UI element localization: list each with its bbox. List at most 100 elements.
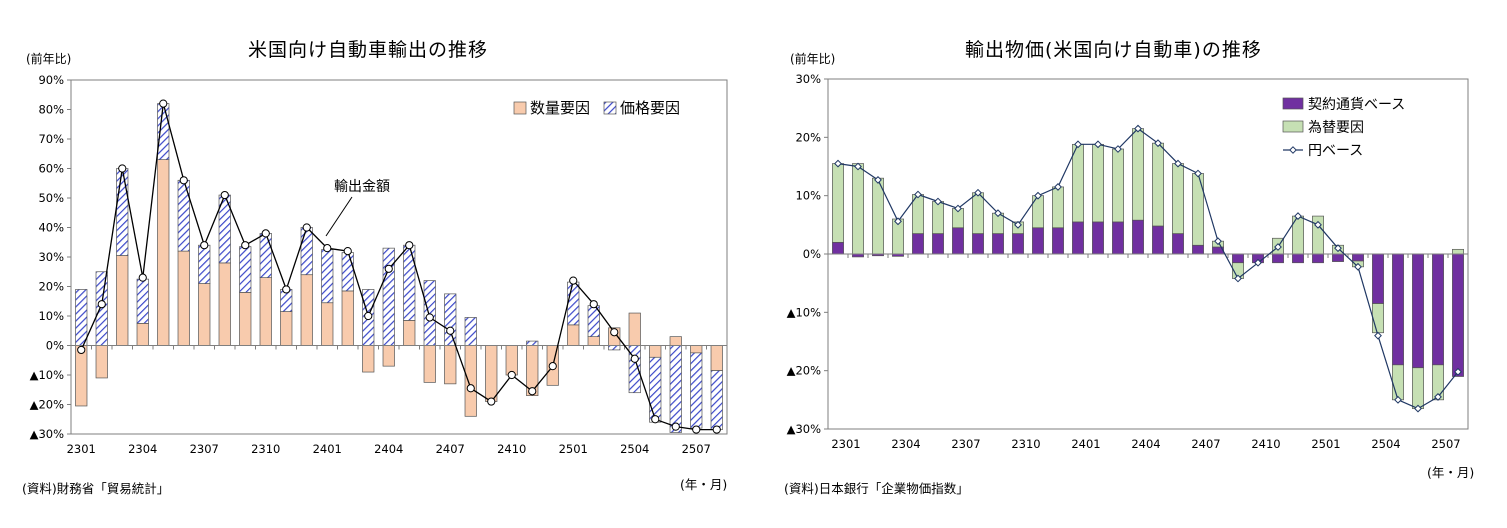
y-tick-label: 30% [795, 72, 821, 86]
y-tick-label: 40% [38, 221, 64, 235]
line-point [1094, 140, 1102, 149]
line-輸出金額 [80, 103, 717, 431]
bar-為替要因 [1172, 163, 1184, 234]
bar-数量要因 [669, 336, 682, 346]
line-point [241, 241, 250, 250]
line-point [994, 209, 1002, 218]
bar-契約通貨ベース [1232, 253, 1244, 264]
line-point [1394, 395, 1402, 404]
y-tick-label: 30% [38, 250, 64, 264]
bar-価格要因 [403, 244, 416, 321]
line-point [425, 313, 434, 322]
bar-契約通貨ベース [1272, 253, 1284, 264]
legend-label: 数量要因 [530, 99, 590, 117]
bar-契約通貨ベース [1312, 253, 1324, 264]
x-tick-label: 2304 [891, 437, 920, 451]
line-point [854, 162, 862, 171]
x-tick-label: 2301 [67, 442, 96, 456]
bar-契約通貨ベース [1412, 253, 1424, 369]
bar-契約通貨ベース [1372, 253, 1384, 304]
line-point [712, 425, 721, 434]
line-point [323, 244, 332, 253]
bar-契約通貨ベース [832, 241, 844, 255]
line-point [589, 300, 598, 309]
bar-契約通貨ベース [1112, 221, 1124, 255]
bar-数量要因 [95, 345, 108, 379]
line-point [1414, 404, 1422, 413]
x-tick-label: 2501 [559, 442, 588, 456]
bar-契約通貨ベース [1292, 253, 1304, 264]
x-tick-label: 2501 [1311, 437, 1340, 451]
bar-価格要因 [259, 233, 272, 278]
bar-為替要因 [852, 163, 864, 255]
bar-契約通貨ベース [1452, 253, 1464, 377]
bar-為替要因 [1092, 143, 1104, 223]
y-tick-label: 20% [38, 280, 64, 294]
bar-数量要因 [403, 320, 416, 346]
legend-swatch [603, 101, 617, 115]
bar-為替要因 [1412, 367, 1424, 409]
y-tick-label: 90% [38, 73, 64, 87]
x-tick-label: 2304 [128, 442, 157, 456]
bar-為替要因 [932, 201, 944, 234]
bar-価格要因 [649, 356, 662, 423]
bar-為替要因 [1052, 186, 1064, 229]
export-price-chart: 30% 20% 10% 0% ▲10% ▲20% ▲30% 2301 2304 2307 2310 2… [787, 72, 1469, 451]
line-point [1434, 393, 1442, 401]
bar-契約通貨ベース [912, 233, 924, 255]
bar-契約通貨ベース [1052, 227, 1064, 255]
bar-価格要因 [608, 345, 621, 351]
bar-価格要因 [300, 227, 313, 276]
x-axis-unit-label: (年・月) [1427, 465, 1475, 480]
line-point [1274, 243, 1282, 251]
bar-価格要因 [341, 252, 354, 292]
bar-為替要因 [1192, 173, 1204, 246]
line-point [282, 285, 291, 294]
bar-為替要因 [1372, 303, 1384, 334]
bar-価格要因 [464, 317, 477, 346]
bar-価格要因 [157, 103, 170, 160]
y-tick-label: ▲10% [787, 305, 821, 319]
export-value-chart: 90% 80% 70% 60% 50% 40% 30% 20% 10% 0% ▲10% ▲20% ▲30… [30, 73, 728, 456]
bar-為替要因 [872, 177, 884, 255]
legend-label: 契約通貨ベース [1308, 96, 1405, 113]
bar-数量要因 [444, 345, 457, 385]
y-tick-label: 0% [46, 339, 64, 353]
legend-label: 価格要因 [620, 99, 680, 117]
chart-title: 輸出物価(米国向け自動車)の推移 [965, 39, 1262, 61]
source-note: (資料)日本銀行「企業物価指数」 [784, 481, 969, 496]
bar-価格要因 [690, 352, 703, 429]
y-tick-label: ▲30% [787, 422, 821, 436]
legend-marker [1289, 146, 1297, 154]
bar-契約通貨ベース [1152, 225, 1164, 255]
y-axis-unit-label: (前年比) [26, 52, 72, 66]
line-point [1294, 212, 1302, 220]
line-point [466, 384, 475, 393]
line-point [1174, 159, 1182, 168]
y-tick-label: ▲20% [787, 364, 821, 378]
line-point [261, 229, 270, 238]
bar-数量要因 [628, 312, 641, 346]
line-point [405, 241, 414, 250]
line-point [1054, 183, 1062, 191]
legend-swatch [513, 101, 527, 115]
bar-為替要因 [1072, 143, 1084, 223]
bar-数量要因 [75, 345, 88, 407]
bar-数量要因 [423, 345, 436, 383]
line-point [507, 370, 516, 380]
x-tick-label: 2307 [190, 442, 219, 456]
line-point [651, 415, 660, 424]
bar-契約通貨ベース [1032, 227, 1044, 255]
bar-数量要因 [362, 345, 375, 373]
bar-契約通貨ベース [1332, 253, 1344, 262]
bar-数量要因 [649, 345, 662, 358]
y-tick-label: 20% [795, 130, 821, 144]
bar-数量要因 [239, 292, 252, 346]
x-tick-label: 2410 [497, 442, 526, 456]
bar-契約通貨ベース [1092, 221, 1104, 255]
bar-価格要因 [239, 246, 252, 293]
x-tick-label: 2407 [1191, 437, 1220, 451]
x-tick-label: 2301 [831, 437, 860, 451]
line-point [1334, 244, 1342, 253]
bar-為替要因 [972, 192, 984, 234]
